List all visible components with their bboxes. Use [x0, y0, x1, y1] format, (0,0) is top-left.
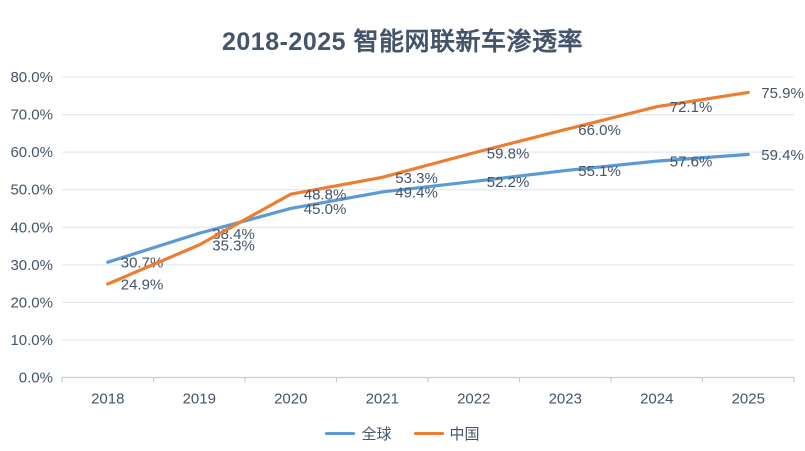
x-axis-tick-label: 2022: [457, 391, 490, 408]
data-label-china: 75.9%: [761, 85, 804, 102]
y-axis-tick-label: 50.0%: [10, 182, 53, 199]
y-axis-tick-label: 0.0%: [19, 370, 53, 387]
series-line-global[interactable]: [106, 152, 750, 264]
y-axis-tick-label: 70.0%: [10, 107, 53, 124]
legend: 全球 中国: [0, 423, 805, 444]
y-axis-tick-label: 10.0%: [10, 332, 53, 349]
x-axis-tick-label: 2025: [732, 391, 765, 408]
china-line-swatch: [413, 432, 444, 435]
y-axis-tick-label: 60.0%: [10, 144, 53, 161]
legend-item-global[interactable]: 全球: [325, 423, 392, 444]
data-label-china: 72.1%: [670, 99, 713, 116]
data-label-global: 30.7%: [121, 255, 164, 272]
x-axis-tick-label: 2024: [640, 391, 673, 408]
data-label-global: 45.0%: [304, 201, 347, 218]
data-label-china: 24.9%: [121, 276, 164, 293]
data-label-global: 55.1%: [578, 163, 621, 180]
legend-label-global: 全球: [361, 426, 392, 443]
x-axis-tick-label: 2020: [274, 391, 307, 408]
x-axis-tick-label: 2018: [91, 391, 124, 408]
y-axis-tick-label: 20.0%: [10, 294, 53, 311]
series-line-china[interactable]: [106, 90, 750, 286]
data-label-global: 49.4%: [395, 184, 438, 201]
data-label-china: 53.3%: [395, 170, 438, 187]
y-axis-tick-label: 30.0%: [10, 257, 53, 274]
chart-title: 2018-2025 智能网联新车渗透率: [221, 28, 583, 56]
x-axis-tick-label: 2019: [183, 391, 216, 408]
legend-label-china: 中国: [449, 426, 480, 443]
data-label-china: 35.3%: [212, 237, 255, 254]
data-label-china: 48.8%: [304, 187, 347, 204]
data-label-global: 57.6%: [670, 154, 713, 171]
x-axis-tick-label: 2023: [549, 391, 582, 408]
y-axis-tick-label: 80.0%: [10, 69, 53, 86]
data-label-china: 66.0%: [578, 122, 621, 139]
x-axis-tick-label: 2021: [366, 391, 399, 408]
data-label-china: 59.8%: [487, 145, 530, 162]
global-line-swatch: [325, 432, 356, 435]
data-label-global: 59.4%: [761, 147, 804, 164]
data-label-global: 52.2%: [487, 174, 530, 191]
y-axis-tick-label: 40.0%: [10, 219, 53, 236]
legend-item-china[interactable]: 中国: [413, 423, 480, 444]
